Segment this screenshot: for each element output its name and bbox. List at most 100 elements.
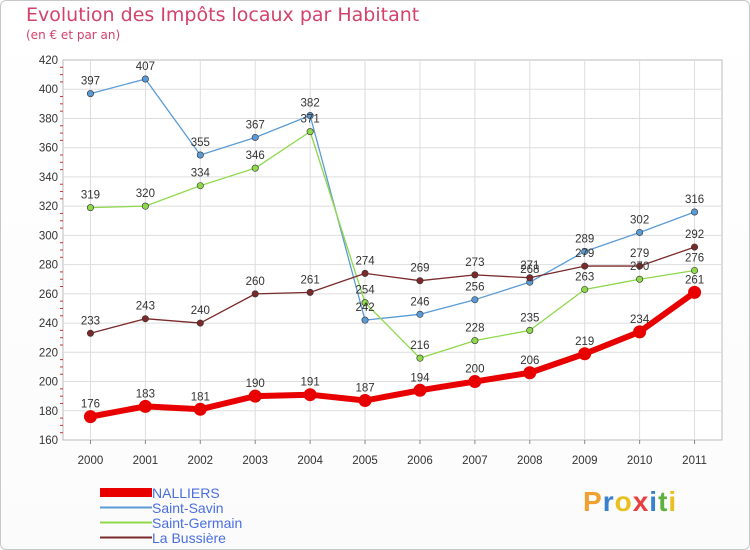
data-point [248,389,262,403]
data-point [251,164,259,172]
data-label: 397 [81,76,100,88]
data-label: 371 [301,114,320,126]
y-tick-label: 360 [39,143,58,155]
legend-label: Saint-Savin [152,499,224,516]
data-label: 181 [191,391,210,403]
x-tick-label: 2010 [627,455,653,467]
data-point [196,182,204,190]
data-label: 261 [301,274,320,286]
data-point [691,266,699,274]
legend-label: La Bussière [152,529,226,546]
y-tick-label: 220 [39,347,58,359]
logo-letter: i [649,486,659,517]
data-label: 254 [355,285,375,297]
x-tick-label: 2009 [572,455,598,467]
data-label: 270 [630,261,649,273]
data-label: 292 [685,229,704,241]
data-label: 176 [81,399,100,411]
data-point [416,354,424,362]
data-point [141,202,149,210]
data-label: 320 [136,188,155,200]
legend-swatch [100,521,152,524]
x-tick-label: 2007 [462,455,488,467]
data-point [578,347,592,361]
series-line [89,289,697,420]
data-point [196,151,204,159]
legend-label: Saint-Germain [152,514,243,531]
legend-item: NALLIERS [100,485,242,501]
x-tick-label: 2004 [297,455,323,467]
x-tick-label: 2002 [187,455,213,467]
data-label: 302 [630,214,649,226]
data-point [691,243,699,251]
data-label: 279 [630,248,649,260]
y-tick-label: 420 [39,55,58,67]
data-point [581,285,589,293]
data-point [251,133,259,141]
data-label: 194 [410,372,430,384]
x-tick-label: 2003 [242,455,268,467]
data-point [471,271,479,279]
data-label: 190 [246,378,265,390]
data-label: 271 [520,260,539,272]
y-tick-label: 320 [39,201,58,213]
data-point [141,75,149,83]
data-point [523,366,537,380]
proxiti-logo: Proxiti [583,486,677,518]
data-label: 407 [136,61,155,73]
data-point [688,285,702,299]
y-tick-label: 260 [39,289,58,301]
plot-area [62,59,723,441]
logo-letter: i [668,486,678,517]
data-label: 191 [301,377,320,389]
data-label: 246 [410,296,429,308]
data-point [306,128,314,136]
data-label: 319 [81,190,100,202]
data-label: 187 [355,383,374,395]
legend-item: Saint-Savin [100,499,242,516]
logo-letter: t [658,486,669,517]
data-label: 334 [191,168,211,180]
y-tick-label: 300 [39,230,58,242]
data-point [141,315,149,323]
data-label: 268 [520,264,539,276]
data-label: 279 [575,248,594,260]
y-tick-label: 240 [39,318,58,330]
y-tick-label: 180 [39,406,58,418]
data-label: 346 [246,150,265,162]
y-tick-label: 200 [39,377,58,389]
legend-swatch [100,506,152,509]
data-label: 382 [301,98,320,110]
y-tick-label: 160 [39,435,58,447]
data-point [361,269,369,277]
data-label: 216 [410,340,429,352]
data-label: 261 [685,274,704,286]
data-point [581,262,589,270]
data-label: 219 [575,336,594,348]
logo-letter: x [632,486,650,517]
data-label: 367 [246,119,265,131]
data-point [306,288,314,296]
data-point [526,274,534,282]
data-point [361,316,369,324]
data-point [413,383,427,397]
series-line [90,130,695,359]
data-label: 206 [520,355,539,367]
x-tick-label: 2001 [133,455,159,467]
data-point [86,204,94,212]
data-label: 200 [465,364,484,376]
legend-swatch [100,536,152,539]
data-point [138,399,152,413]
series-line [90,78,695,321]
data-label: 355 [191,137,210,149]
data-point [691,208,699,216]
data-point [83,410,97,424]
data-label: 269 [410,263,429,275]
data-label: 263 [575,271,594,283]
legend-item: La Bussière [100,529,242,546]
data-point [416,277,424,285]
data-label: 256 [465,282,484,294]
data-point [86,90,94,98]
y-tick-label: 340 [39,172,58,184]
